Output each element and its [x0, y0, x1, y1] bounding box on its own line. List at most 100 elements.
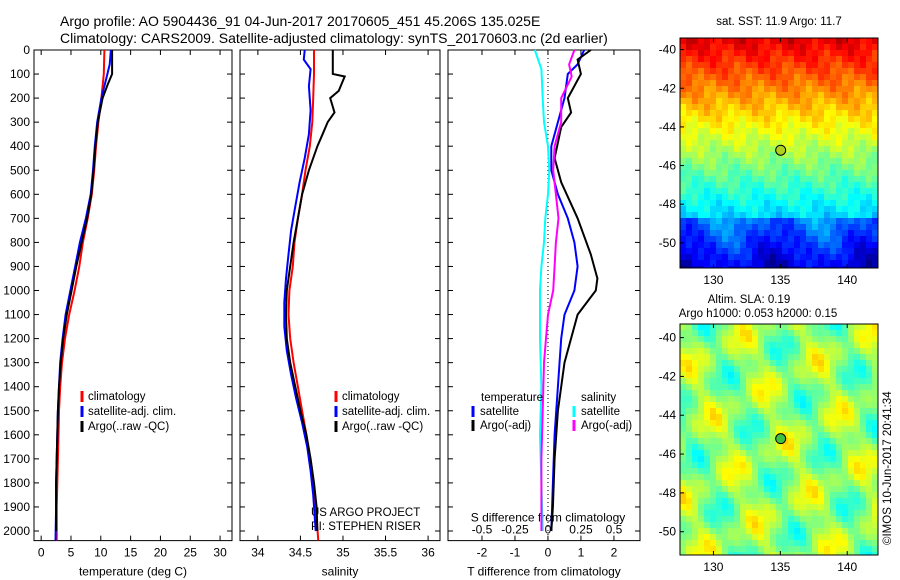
map-cell	[776, 456, 782, 462]
map-cell	[848, 354, 854, 360]
map-cell	[800, 56, 806, 62]
map-cell	[872, 486, 878, 492]
map-cell	[686, 80, 692, 86]
map-cell	[716, 474, 722, 480]
map-cell	[818, 182, 824, 188]
map-cell	[866, 170, 872, 176]
map-cell	[860, 324, 866, 330]
map-cell	[806, 552, 812, 555]
map-cell	[842, 182, 848, 188]
map-cell	[848, 372, 854, 378]
map-cell	[734, 420, 740, 426]
map-cell	[794, 38, 800, 44]
map-cell	[728, 98, 734, 104]
map-cell	[698, 224, 704, 230]
map-cell	[872, 528, 878, 534]
map-cell	[806, 390, 812, 396]
map-cell	[734, 152, 740, 158]
map-cell	[722, 206, 728, 212]
map-cell	[848, 80, 854, 86]
map-cell	[812, 462, 818, 468]
map-cell	[740, 182, 746, 188]
map-cell	[740, 62, 746, 68]
map-cell	[740, 348, 746, 354]
map-cell	[728, 342, 734, 348]
map-cell	[722, 200, 728, 206]
map-cell	[782, 474, 788, 480]
map-cell	[842, 266, 848, 268]
map-cell	[704, 200, 710, 206]
map-cell	[818, 254, 824, 260]
map-cell	[698, 200, 704, 206]
map-cell	[806, 474, 812, 480]
map-cell	[752, 260, 758, 266]
map-cell	[728, 158, 734, 164]
map-cell	[770, 218, 776, 224]
map-cell	[866, 372, 872, 378]
map-cell	[758, 158, 764, 164]
map-cell	[818, 50, 824, 56]
map-cell	[692, 146, 698, 152]
map-cell	[734, 80, 740, 86]
map-cell	[872, 360, 878, 366]
map-cell	[848, 342, 854, 348]
map-cell	[866, 260, 872, 266]
map-cell	[818, 426, 824, 432]
map-cell	[788, 372, 794, 378]
map-cell	[818, 360, 824, 366]
map-cell	[704, 158, 710, 164]
map-cell	[836, 92, 842, 98]
map-cell	[746, 164, 752, 170]
map-cell	[860, 414, 866, 420]
map-cell	[698, 360, 704, 366]
map-cell	[776, 372, 782, 378]
map-cell	[824, 68, 830, 74]
map-cell	[770, 528, 776, 534]
map-cell	[746, 56, 752, 62]
map-cell	[758, 248, 764, 254]
map-cell	[812, 38, 818, 44]
map-cell	[716, 98, 722, 104]
map-cell	[698, 390, 704, 396]
map-cell	[746, 360, 752, 366]
map-cell	[824, 266, 830, 268]
map-cell	[734, 372, 740, 378]
map-cell	[842, 516, 848, 522]
map-cell	[698, 456, 704, 462]
map-cell	[842, 104, 848, 110]
map-cell	[752, 170, 758, 176]
map-cell	[848, 438, 854, 444]
map-cell	[848, 134, 854, 140]
map-cell	[854, 266, 860, 268]
map-cell	[752, 104, 758, 110]
map-cell	[680, 504, 686, 510]
map-cell	[800, 122, 806, 128]
map-cell	[770, 170, 776, 176]
map-cell	[686, 74, 692, 80]
map-cell	[854, 212, 860, 218]
map-cell	[728, 480, 734, 486]
map-cell	[728, 236, 734, 242]
map-cell	[752, 396, 758, 402]
map-cell	[788, 248, 794, 254]
map-cell	[824, 396, 830, 402]
map-cell	[722, 366, 728, 372]
map-cell	[740, 248, 746, 254]
map-cell	[806, 444, 812, 450]
map-cell	[758, 348, 764, 354]
map-cell	[770, 456, 776, 462]
map-cell	[788, 188, 794, 194]
map-cell	[782, 50, 788, 56]
map-cell	[770, 438, 776, 444]
map-cell	[770, 384, 776, 390]
map-cell	[752, 134, 758, 140]
map-cell	[776, 444, 782, 450]
map-cell	[746, 236, 752, 242]
map-cell	[740, 74, 746, 80]
map-cell	[704, 98, 710, 104]
map-cell	[818, 68, 824, 74]
map-cell	[806, 68, 812, 74]
map-cell	[722, 456, 728, 462]
map-cell	[716, 444, 722, 450]
map-cell	[830, 68, 836, 74]
